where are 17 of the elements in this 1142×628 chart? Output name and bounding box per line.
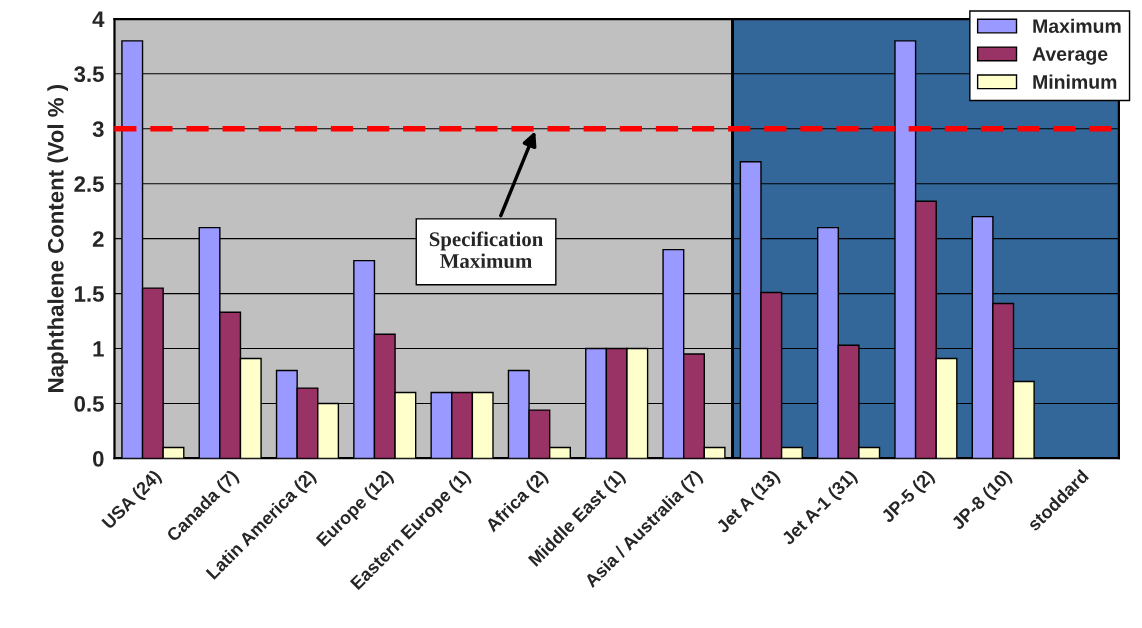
x-tick-label: USA (24) — [100, 468, 165, 533]
legend-label: Maximum — [1033, 18, 1121, 34]
y-tick-label: 0 — [93, 450, 104, 467]
x-tick-label: Jet A (13) — [714, 468, 783, 537]
y-tick-label: 0.5 — [74, 396, 104, 412]
legend-label: Average — [1032, 47, 1108, 65]
y-tick-label: 3 — [92, 121, 104, 138]
legend-label: Minimum — [1033, 74, 1117, 89]
y-tick-label: 4 — [92, 11, 105, 27]
x-tick-label: Jet A-1 (31) — [780, 468, 860, 549]
y-axis-title: Naphthalene Content (Vol % ) — [47, 85, 69, 392]
y-tick-label: 1 — [93, 341, 104, 357]
y-tick-label: 3.5 — [74, 66, 104, 83]
y-tick-label: 2 — [92, 231, 104, 247]
y-tick-label: 2.5 — [74, 176, 104, 192]
y-tick-label: 1.5 — [74, 286, 104, 302]
annotation: Specification Maximum — [429, 231, 544, 269]
